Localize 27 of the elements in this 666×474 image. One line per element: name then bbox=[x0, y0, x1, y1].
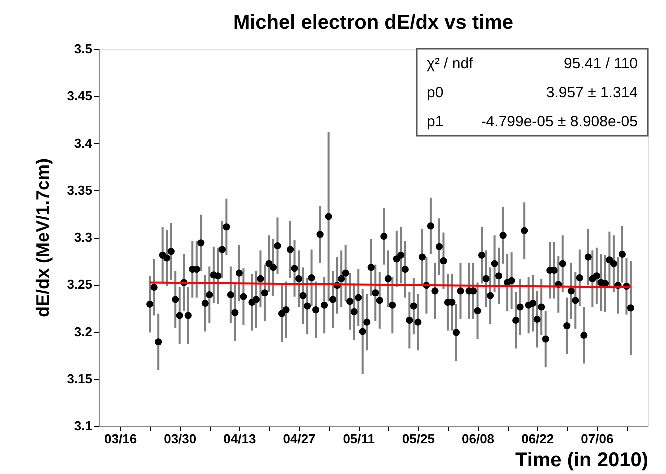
y-tick-label: 3.2 bbox=[74, 324, 92, 340]
y-axis-title: dE/dx (MeV/1.7cm) bbox=[33, 158, 54, 318]
annotation: p1 bbox=[427, 114, 444, 130]
y-tick-label: 3.35 bbox=[67, 182, 92, 198]
x-tick-label: 06/08 bbox=[462, 432, 495, 446]
y-tick-label: 3.4 bbox=[74, 136, 94, 151]
x-tick-label: 03/16 bbox=[104, 432, 138, 446]
annotation: 3.957 ± 1.314 bbox=[546, 84, 638, 102]
y-tick-label: 3.15 bbox=[67, 371, 92, 386]
y-tick-label: 3.45 bbox=[67, 88, 92, 104]
x-tick-label: 06/22 bbox=[522, 432, 554, 446]
annotation: 95.41 / 110 bbox=[564, 56, 638, 72]
x-tick-label: 05/11 bbox=[343, 432, 376, 446]
x-tick-label: 05/25 bbox=[402, 432, 435, 446]
y-tick-label: 3.1 bbox=[74, 418, 92, 434]
y-tick-label: 3.25 bbox=[67, 277, 92, 292]
y-tick-label: 3.3 bbox=[74, 230, 92, 245]
x-tick-label: 03/30 bbox=[164, 432, 197, 446]
y-tick-label: 3.5 bbox=[74, 42, 92, 56]
chart-title: Michel electron dE/dx vs time bbox=[233, 12, 514, 34]
annotation: -4.799e-05 ± 8.908e-05 bbox=[481, 114, 638, 130]
x-tick-label: 07/06 bbox=[581, 432, 614, 446]
annotation: p0 bbox=[427, 84, 444, 102]
annotation: χ² / ndf bbox=[427, 56, 474, 72]
x-tick-label: 04/27 bbox=[283, 432, 316, 446]
x-tick-label: 04/13 bbox=[224, 432, 256, 446]
x-axis-title: Time (in 2010) bbox=[515, 450, 648, 472]
